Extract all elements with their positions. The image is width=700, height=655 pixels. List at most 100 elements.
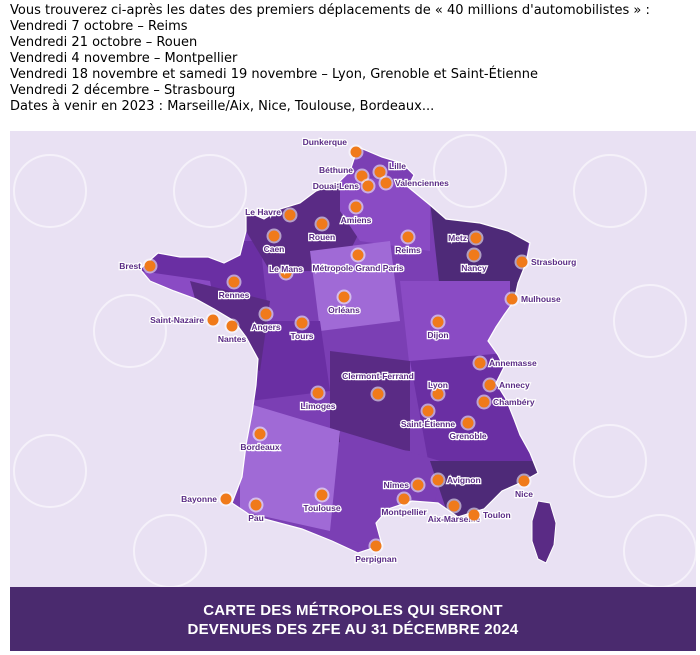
marker-dot	[260, 308, 272, 320]
marker-dot	[350, 201, 362, 213]
marker-dot	[478, 396, 490, 408]
banner-line-2: DEVENUES DES ZFE AU 31 DÉCEMBRE 2024	[187, 621, 519, 638]
city-label-amiens: Amiens	[341, 215, 372, 225]
city-label-dunkerque: Dunkerque	[303, 137, 348, 147]
corsica	[531, 500, 557, 564]
marker-dot	[370, 540, 382, 552]
city-label-dijon: Dijon	[427, 330, 448, 340]
marker-dot	[398, 493, 410, 505]
city-marker-chambery: Chambéry	[476, 394, 536, 410]
marker-dot	[468, 249, 480, 261]
marker-dot	[468, 509, 480, 521]
marker-dot	[518, 475, 530, 487]
city-marker-strasbourg: Strasbourg	[514, 254, 578, 270]
marker-dot	[372, 388, 384, 400]
city-label-strasbourg: Strasbourg	[531, 257, 576, 267]
city-label-bayonne: Bayonne	[181, 494, 217, 504]
city-marker-lyon: Lyon	[427, 379, 449, 402]
city-marker-nimes: Nîmes	[382, 477, 426, 493]
city-label-angers: Angers	[251, 322, 281, 332]
marker-dot	[448, 500, 460, 512]
city-label-limoges: Limoges	[301, 401, 336, 411]
city-markers: Dunkerque Béthune Lille Douai-Lens Valencien…	[118, 136, 578, 565]
city-label-nantes: Nantes	[218, 334, 247, 344]
marker-dot	[362, 180, 374, 192]
city-marker-dijon: Dijon	[426, 314, 450, 341]
marker-dot	[254, 428, 266, 440]
city-label-lyon: Lyon	[428, 380, 448, 390]
marker-dot	[422, 405, 434, 417]
marker-dot	[280, 267, 292, 279]
marker-dot	[412, 479, 424, 491]
city-label-tours: Tours	[291, 331, 314, 341]
city-marker-avignon: Avignon	[430, 472, 482, 488]
city-label-mulhouse: Mulhouse	[521, 294, 561, 304]
city-marker-le-havre: Le Havre	[244, 206, 298, 223]
city-marker-toulouse: Toulouse	[302, 487, 342, 514]
intro-text: Vous trouverez ci-après les dates des pr…	[10, 3, 696, 115]
watermark-pattern	[13, 134, 696, 587]
intro-line: Vendredi 2 décembre – Strasbourg	[10, 83, 236, 98]
intro-line: Vendredi 18 novembre et samedi 19 novemb…	[10, 67, 539, 82]
marker-dot	[350, 146, 362, 158]
city-label-toulouse: Toulouse	[303, 503, 340, 513]
city-marker-toulon: Toulon	[466, 507, 512, 523]
city-marker-saint-etienne: Saint-Étienne	[400, 403, 457, 430]
intro-line: Vendredi 7 octobre – Reims	[10, 19, 188, 34]
marker-dot	[228, 276, 240, 288]
city-marker-saint-nazaire: Saint-Nazaire	[149, 312, 221, 328]
city-marker-nantes: Nantes	[217, 318, 248, 345]
city-marker-nancy: Nancy	[460, 247, 488, 274]
zfe-map-figure: Dunkerque Béthune Lille Douai-Lens Valencien…	[10, 131, 696, 651]
city-label-perpignan: Perpignan	[355, 554, 397, 564]
marker-dot	[226, 320, 238, 332]
map-banner: CARTE DES MÉTROPOLES QUI SERONT DEVENUES…	[10, 587, 696, 651]
marker-dot	[207, 314, 219, 326]
city-label-pau: Pau	[248, 513, 264, 523]
city-label-valenciennes: Valenciennes	[395, 178, 449, 188]
marker-dot	[338, 291, 350, 303]
city-label-nancy: Nancy	[461, 263, 487, 273]
marker-dot	[316, 218, 328, 230]
france-map: Dunkerque Béthune Lille Douai-Lens Valencien…	[13, 134, 696, 587]
marker-dot	[506, 293, 518, 305]
city-marker-douai-lens: Douai-Lens	[312, 178, 376, 194]
city-marker-rouen: Rouen	[308, 216, 336, 243]
city-marker-le-mans: Le Mans	[268, 263, 304, 281]
intro-line: Vendredi 21 octobre – Rouen	[10, 35, 198, 50]
city-label-reims: Reims	[395, 245, 421, 255]
marker-dot	[284, 209, 296, 221]
marker-dot	[268, 230, 280, 242]
city-marker-dunkerque: Dunkerque	[301, 136, 364, 160]
city-marker-bayonne: Bayonne	[180, 491, 234, 507]
marker-dot	[432, 388, 444, 400]
city-marker-pau: Pau	[247, 497, 265, 524]
marker-dot	[144, 260, 156, 272]
city-label-chambery: Chambéry	[493, 397, 535, 407]
city-label-nimes: Nîmes	[383, 480, 409, 490]
marker-dot	[296, 317, 308, 329]
city-label-saint-nazaire: Saint-Nazaire	[150, 315, 204, 325]
city-marker-tours: Tours	[289, 315, 315, 342]
marker-dot	[474, 357, 486, 369]
marker-dot	[462, 417, 474, 429]
city-marker-nice: Nice	[514, 473, 534, 500]
banner-line-1: CARTE DES MÉTROPOLES QUI SERONT	[203, 602, 503, 619]
marker-dot	[402, 231, 414, 243]
city-label-clermont-ferrand: Clermont-Ferrand	[342, 371, 414, 381]
city-label-rennes: Rennes	[219, 290, 250, 300]
city-marker-limoges: Limoges	[299, 385, 337, 412]
city-marker-grand-paris: Métropole Grand Paris	[311, 247, 405, 274]
city-label-toulon: Toulon	[483, 510, 511, 520]
city-marker-perpignan: Perpignan	[354, 538, 398, 565]
marker-dot	[220, 493, 232, 505]
city-label-le-havre: Le Havre	[245, 207, 281, 217]
city-label-bethune: Béthune	[319, 165, 353, 175]
intro-line: Vous trouverez ci-après les dates des pr…	[10, 3, 650, 18]
city-marker-brest: Brest	[118, 258, 158, 274]
city-label-orleans: Orléans	[328, 305, 360, 315]
city-label-annecy: Annecy	[499, 380, 530, 390]
city-label-grenoble: Grenoble	[449, 431, 487, 441]
marker-dot	[470, 232, 482, 244]
city-marker-orleans: Orléans	[327, 289, 361, 316]
